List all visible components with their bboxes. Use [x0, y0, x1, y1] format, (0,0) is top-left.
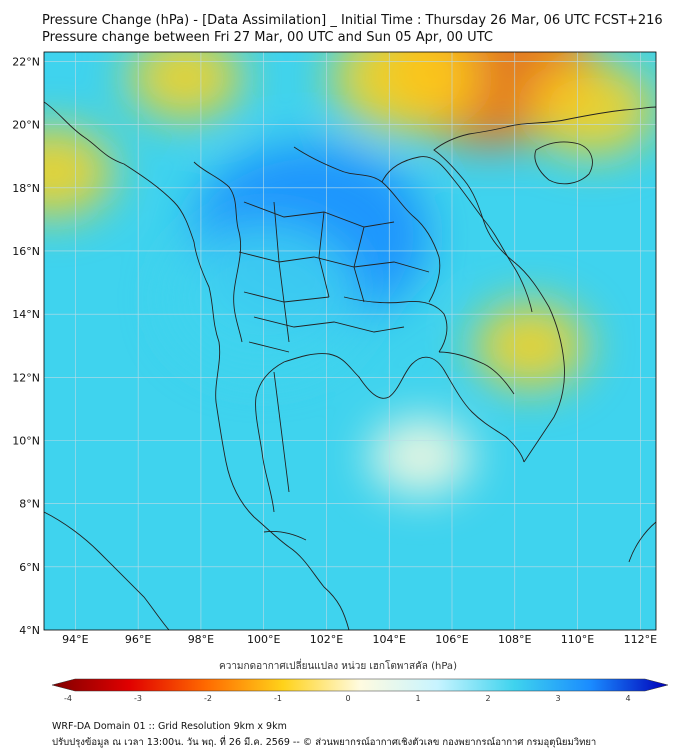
- map-frame: [43, 51, 657, 631]
- border-cambodia-vietnam: [438, 351, 515, 395]
- field-east-coast-positive: [473, 302, 588, 389]
- border-thailand-laos: [293, 146, 441, 303]
- longitude-axis: 94°E 96°E 98°E 100°E 102°E 104°E 106°E 108°E 110…: [62, 633, 657, 646]
- lon-tick-label: 102°E: [310, 633, 343, 646]
- lat-tick-label: 16°N: [12, 245, 40, 258]
- lon-tick-label: 98°E: [188, 633, 214, 646]
- field-gulf-positive: [369, 417, 472, 496]
- coastline-south-china: [505, 106, 656, 128]
- colorbar-tick-label: 3: [555, 694, 560, 703]
- colorbar-label: ความกดอากาศเปลี่ยนแปลง หน่วย เฮกโตพาสคัล…: [219, 658, 457, 672]
- colorbar-panel: ความกดอากาศเปลี่ยนแปลง หน่วย เฮกโตพาสคัล…: [0, 655, 676, 715]
- lon-tick-label: 112°E: [624, 633, 657, 646]
- gridlines: [44, 52, 656, 630]
- map-panel: 22°N 20°N 18°N 16°N 14°N 12°N 10°N 8°N 6°N 4°N 94…: [12, 51, 662, 656]
- lat-tick-label: 14°N: [12, 308, 40, 321]
- border-myanmar-thailand: [193, 161, 243, 343]
- lon-tick-label: 108°E: [498, 633, 531, 646]
- colorbar-tick-label: -2: [204, 694, 212, 703]
- colorbar-tick-label: -4: [64, 694, 72, 703]
- lat-tick-label: 8°N: [19, 498, 40, 511]
- lon-tick-label: 104°E: [373, 633, 406, 646]
- lon-tick-label: 96°E: [125, 633, 151, 646]
- colorbar-tick-label: 4: [625, 694, 630, 703]
- colorbar-tick-label: 1: [415, 694, 420, 703]
- lon-tick-label: 94°E: [62, 633, 88, 646]
- lat-tick-label: 6°N: [19, 561, 40, 574]
- lon-tick-label: 100°E: [247, 633, 280, 646]
- colorbar-tick-label: -1: [274, 694, 282, 703]
- latitude-axis: 22°N 20°N 18°N 16°N 14°N 12°N 10°N 8°N 6°N 4°N: [12, 55, 40, 637]
- footer-model-info: WRF-DA Domain 01 :: Grid Resolution 9km …: [52, 721, 287, 732]
- lat-tick-label: 22°N: [12, 55, 40, 68]
- field-north-positive: [331, 52, 479, 134]
- footer-update-info: ปรับปรุงข้อมูล ณ เวลา 13:00น. วัน พฤ. ที…: [52, 737, 597, 748]
- border-malaysia-thailand: [263, 531, 307, 541]
- border-thailand-cambodia: [343, 296, 448, 353]
- colorbar-tick-label: 0: [345, 694, 350, 703]
- lat-tick-label: 20°N: [12, 119, 40, 132]
- colorbar-gradient: [51, 678, 669, 692]
- lon-tick-label: 110°E: [561, 633, 594, 646]
- border-laos-vietnam: [381, 156, 533, 313]
- coastline-andaman: [44, 101, 350, 630]
- colorbar-tick-label: -3: [134, 694, 142, 703]
- colorbar: ความกดอากาศเปลี่ยนแปลง หน่วย เฮกโตพาสคัล…: [51, 658, 669, 703]
- colorbar-tick-label: 2: [485, 694, 490, 703]
- lat-tick-label: 10°N: [12, 434, 40, 447]
- lat-tick-label: 18°N: [12, 182, 40, 195]
- chart-subtitle: Pressure change between Fri 27 Mar, 00 U…: [42, 30, 493, 45]
- lat-tick-label: 12°N: [12, 371, 40, 384]
- coastline-gulf-of-thailand: [255, 353, 525, 513]
- field-west-edge-positive: [44, 126, 113, 218]
- lat-tick-label: 4°N: [19, 624, 40, 637]
- coastline-hainan: [534, 141, 593, 185]
- field-nw-positive: [128, 52, 243, 121]
- coastline-sumatra: [44, 511, 170, 630]
- coastline-vietnam: [433, 126, 565, 463]
- pressure-change-map: 22°N 20°N 18°N 16°N 14°N 12°N 10°N 8°N 6°N 4°N 94…: [12, 51, 657, 646]
- chart-title: Pressure Change (hPa) - [Data Assimilati…: [42, 13, 663, 28]
- field-hainan-positive: [530, 61, 656, 157]
- colorbar-ticks: -4 -3 -2 -1 0 1 2 3 4: [64, 694, 631, 703]
- province-lines-1: [238, 201, 430, 343]
- coastline-borneo-strip: [628, 521, 656, 563]
- province-lines-2: [248, 316, 405, 493]
- lon-tick-label: 106°E: [435, 633, 468, 646]
- coastlines-and-borders: [44, 101, 656, 630]
- plot-area: [44, 52, 656, 630]
